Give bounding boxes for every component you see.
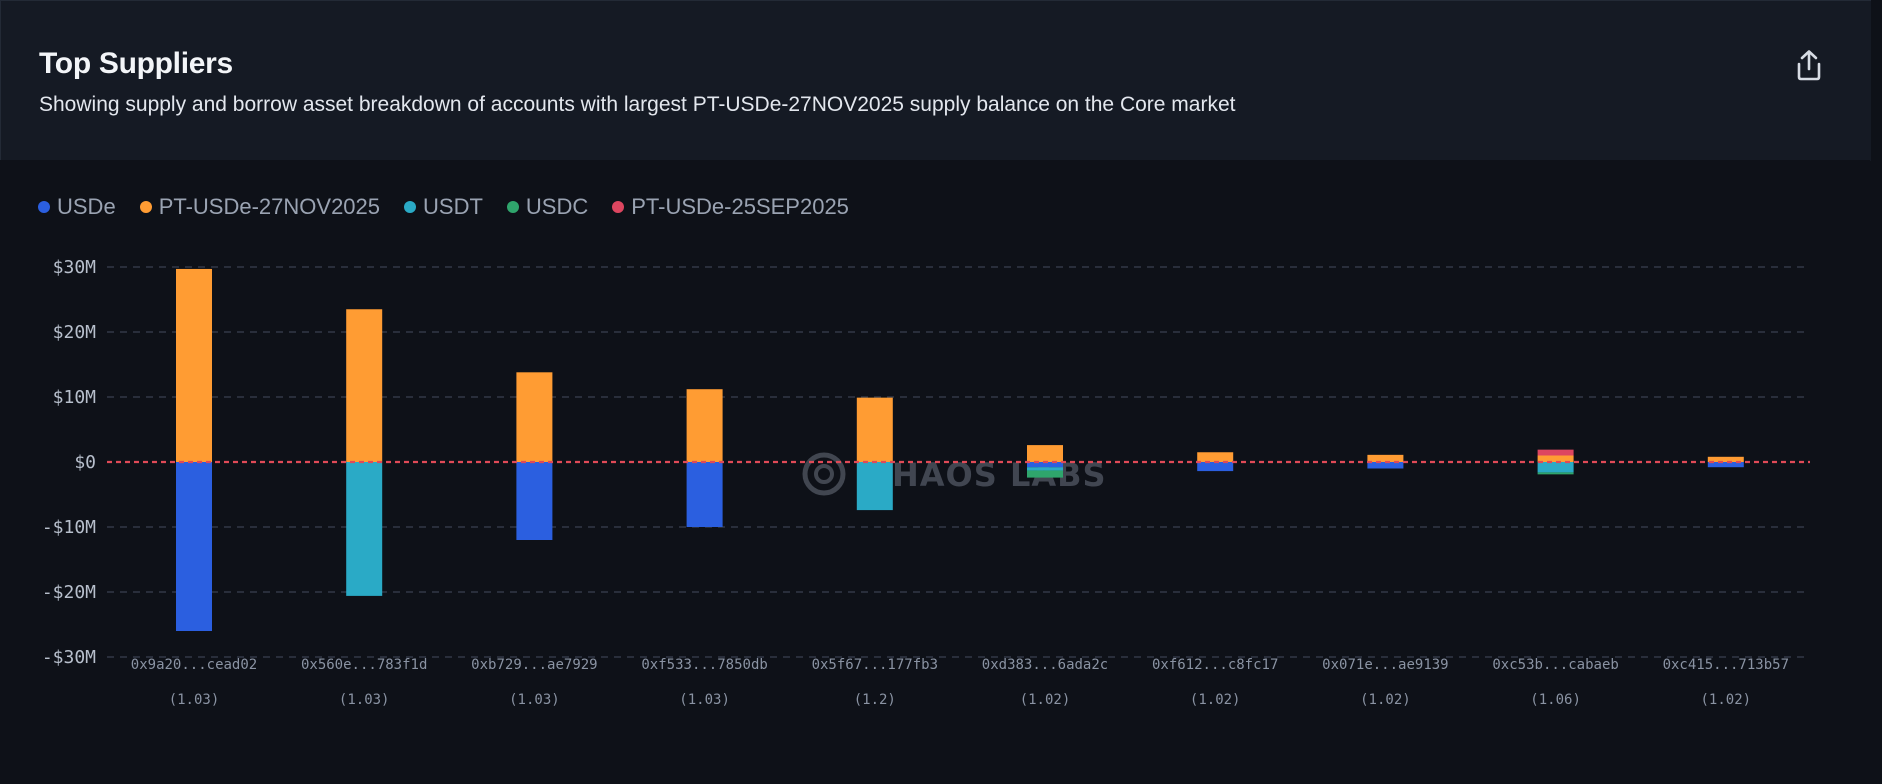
bar-segment[interactable]	[1367, 462, 1404, 469]
x-category-sublabel: (1.2)	[854, 692, 896, 708]
x-category-label: 0x071e...ae9139	[1322, 657, 1448, 673]
legend-label: PT-USDe-25SEP2025	[631, 194, 849, 219]
legend-label: PT-USDe-27NOV2025	[158, 194, 381, 219]
x-category-label: 0xc415...713b57	[1663, 657, 1789, 673]
share-upload-icon	[1797, 50, 1821, 81]
bar-segment[interactable]	[1537, 462, 1574, 473]
x-category-sublabel: (1.06)	[1530, 692, 1581, 708]
x-category-label: 0xf533...7850db	[641, 657, 767, 673]
bar-segment[interactable]	[516, 462, 553, 540]
x-category-sublabel: (1.03)	[169, 692, 220, 708]
legend-dot	[139, 201, 152, 213]
bar-segment[interactable]	[1707, 456, 1744, 462]
x-category-sublabel: (1.03)	[339, 692, 390, 708]
x-category-label: 0x9a20...cead02	[131, 657, 257, 673]
x-category-label: 0xd383...6ada2c	[982, 657, 1108, 673]
legend-item-usdt[interactable]: USDT	[404, 194, 483, 220]
bar-segment[interactable]	[346, 309, 383, 462]
y-tick-label: -$10M	[42, 517, 96, 538]
legend-label: USDT	[423, 194, 483, 219]
legend-dot	[506, 201, 519, 213]
x-category-sublabel: (1.02)	[1701, 692, 1752, 708]
bar-segment[interactable]	[1027, 445, 1063, 462]
bar-segment[interactable]	[346, 462, 383, 596]
bar-segment[interactable]	[856, 462, 893, 511]
legend-label: USDC	[525, 194, 589, 219]
x-category-label: 0x5f67...177fb3	[812, 657, 938, 673]
grid-layer	[107, 266, 1810, 658]
export-button[interactable]	[1791, 47, 1827, 83]
x-category-sublabel: (1.02)	[1360, 692, 1411, 708]
chart-legend: USDe PT-USDe-27NOV2025 USDT USDC PT-USDe…	[38, 192, 873, 222]
card-title: Top Suppliers	[39, 47, 233, 80]
bar-segment[interactable]	[176, 462, 212, 631]
x-category-sublabel: (1.03)	[679, 692, 730, 708]
bar-segment[interactable]	[1537, 455, 1574, 463]
legend-item-usde[interactable]: USDe	[38, 194, 116, 220]
y-tick-label: -$20M	[42, 582, 96, 603]
x-category-sublabel: (1.02)	[1020, 692, 1071, 708]
bars-layer	[176, 268, 1744, 631]
bar-segment[interactable]	[1367, 454, 1404, 462]
bar-segment[interactable]	[686, 462, 723, 527]
bar-segment[interactable]	[176, 268, 212, 462]
y-tick-label: $0	[74, 452, 96, 473]
legend-dot	[38, 201, 50, 213]
y-tick-label: -$30M	[42, 647, 96, 668]
x-category-label: 0xb729...ae7929	[471, 657, 597, 673]
bar-segment[interactable]	[516, 372, 553, 462]
legend-item-pt-usde-27nov2025[interactable]: PT-USDe-27NOV2025	[139, 194, 381, 220]
legend-dot	[404, 201, 417, 213]
bar-segment[interactable]	[1027, 462, 1063, 468]
legend-item-pt-usde-25sep2025[interactable]: PT-USDe-25SEP2025	[612, 194, 849, 220]
x-category-sublabel: (1.03)	[509, 692, 560, 708]
bar-segment[interactable]	[1197, 462, 1234, 472]
card-header: Top Suppliers Showing supply and borrow …	[0, 0, 1871, 161]
bar-segment[interactable]	[1197, 452, 1234, 462]
bar-segment[interactable]	[1537, 472, 1574, 475]
bar-segment[interactable]	[1537, 449, 1574, 456]
x-category-sublabel: (1.02)	[1190, 692, 1241, 708]
bar-segment[interactable]	[1027, 467, 1063, 471]
bar-segment[interactable]	[1027, 470, 1063, 478]
legend-dot	[612, 201, 625, 213]
chaos-labs-logo-icon	[802, 452, 846, 496]
y-tick-label: $20M	[53, 322, 97, 343]
card-subtitle: Showing supply and borrow asset breakdow…	[39, 93, 1236, 116]
x-category-label: 0x560e...783f1d	[301, 657, 427, 673]
bar-segment[interactable]	[1707, 462, 1744, 468]
x-category-label: 0xf612...c8fc17	[1152, 657, 1278, 673]
y-tick-label: $10M	[53, 387, 97, 408]
y-tick-label: $30M	[53, 257, 97, 278]
axis-labels-layer: $30M $20M $10M $0 -$10M -$20M -$30M 0x9a20...ce…	[42, 257, 1789, 708]
legend-item-usdc[interactable]: USDC	[506, 194, 589, 220]
bar-segment[interactable]	[856, 397, 893, 462]
x-category-label: 0xc53b...cabaeb	[1492, 657, 1618, 673]
legend-label: USDe	[57, 194, 116, 219]
bar-segment[interactable]	[686, 389, 723, 462]
